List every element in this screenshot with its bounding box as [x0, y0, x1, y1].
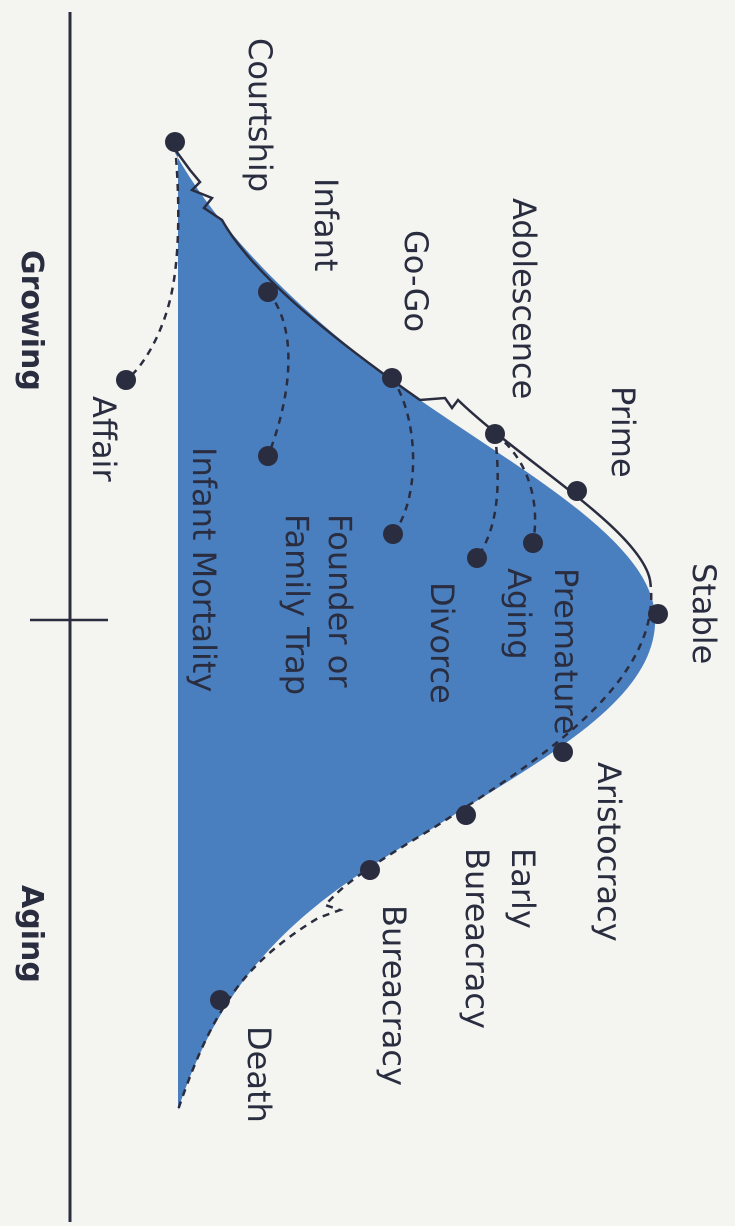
premature-aging-branch [494, 432, 537, 544]
infant-marker [258, 282, 278, 302]
stage-gogo-label: Go-Go [397, 230, 435, 332]
divorce-marker [467, 548, 487, 568]
adolescence-marker [485, 424, 505, 444]
death-marker [210, 990, 230, 1010]
trap-premature-label: Premature [547, 568, 585, 735]
founder-trap-marker [383, 524, 403, 544]
trap-affair-label: Affair [85, 396, 123, 482]
infant-mortality-marker [258, 446, 278, 466]
lifecycle-curve-fill [168, 140, 656, 1110]
infant-mortality-branch [266, 291, 290, 457]
trap-divorce-label: Divorce [423, 582, 461, 704]
stage-prime-label: Prime [604, 386, 642, 478]
phase-aging-label: Aging [14, 885, 49, 983]
stage-courtship-label: Courtship [241, 38, 279, 192]
stage-adolescence-label: Adolescence [505, 198, 543, 399]
stage-aristocracy-label: Aristocracy [590, 762, 628, 942]
aristocracy-marker [553, 742, 573, 762]
divorce-branch [475, 433, 499, 559]
lifecycle-curve-growing-edge [166, 139, 652, 581]
stage-infant-label: Infant [307, 178, 345, 271]
trap-infant-mortality-label: Infant Mortality [185, 447, 223, 692]
prime-marker [567, 481, 587, 501]
bureaucracy-marker [360, 860, 380, 880]
affair-marker [116, 370, 136, 390]
stage-death-label: Death [240, 1026, 278, 1123]
founder-trap-branch [390, 377, 415, 535]
stage-stable-label: Stable [685, 563, 723, 664]
trap-founder-line1-label: Founder or [321, 514, 359, 688]
stable-marker [648, 604, 668, 624]
early-bureaucracy-marker [456, 805, 476, 825]
courtship-marker [165, 132, 185, 152]
trap-founder-line2-label: Family Trap [278, 514, 316, 695]
stage-bureaucracy-label: Bureacracy [375, 905, 413, 1086]
trap-aging-label: Aging [500, 568, 538, 660]
premature-aging-marker [523, 533, 543, 553]
courtship-dashed-edge [125, 144, 180, 382]
phase-growing-label: Growing [14, 250, 49, 391]
stage-early-bureaucracy-label: Bureacracy [458, 848, 496, 1029]
stage-early-label: Early [504, 848, 542, 929]
gogo-marker [382, 368, 402, 388]
